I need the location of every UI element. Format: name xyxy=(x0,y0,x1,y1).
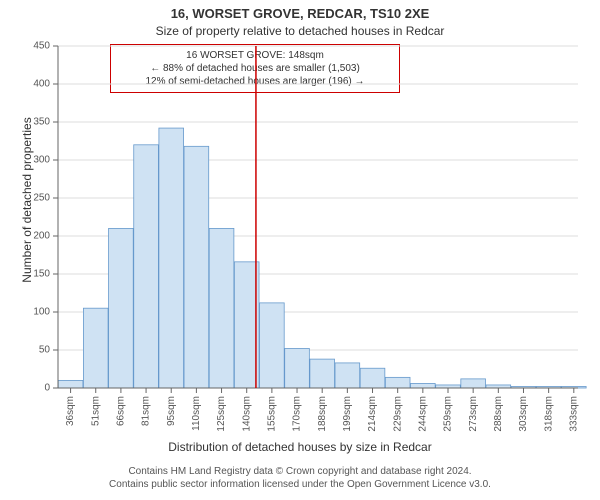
y-tick-label: 150 xyxy=(33,269,50,280)
histogram-bar xyxy=(285,348,310,388)
x-tick-label: 273sqm xyxy=(468,396,479,432)
y-tick-label: 450 xyxy=(33,41,50,52)
histogram-bar xyxy=(109,228,134,388)
x-tick-label: 36sqm xyxy=(65,396,76,426)
x-tick-label: 199sqm xyxy=(342,396,353,432)
x-tick-label: 110sqm xyxy=(191,396,202,431)
x-tick-label: 333sqm xyxy=(568,396,579,432)
y-tick-label: 350 xyxy=(33,117,50,128)
histogram-bar xyxy=(310,359,335,388)
x-tick-label: 244sqm xyxy=(417,396,428,432)
x-tick-label: 95sqm xyxy=(166,396,177,426)
x-tick-label: 188sqm xyxy=(317,396,328,432)
footer-line: Contains public sector information licen… xyxy=(0,479,600,492)
x-tick-label: 170sqm xyxy=(292,396,303,432)
x-tick-label: 125sqm xyxy=(216,396,227,432)
histogram-bar xyxy=(385,377,410,388)
y-tick-label: 50 xyxy=(39,345,51,356)
x-tick-label: 81sqm xyxy=(141,396,152,426)
x-tick-label: 259sqm xyxy=(443,396,454,432)
y-tick-label: 100 xyxy=(33,307,50,318)
histogram-chart: 0 50 100 150 200 250 300 350 400 450 36sqm 51sqm 66s… xyxy=(0,0,600,500)
footer-line: Contains HM Land Registry data © Crown c… xyxy=(0,466,600,479)
x-tick-label: 318sqm xyxy=(543,396,554,432)
histogram-bar xyxy=(58,380,83,388)
histogram-bar xyxy=(209,228,234,388)
y-tick-label: 0 xyxy=(44,383,50,394)
x-tick-label: 288sqm xyxy=(493,396,504,432)
histogram-bar xyxy=(83,308,108,388)
y-tick-label: 200 xyxy=(33,231,50,242)
y-tick-label: 300 xyxy=(33,155,50,166)
x-tick-label: 51sqm xyxy=(90,396,101,426)
histogram-bar xyxy=(335,363,360,388)
histogram-bar xyxy=(134,145,159,388)
histogram-bar xyxy=(360,368,385,388)
histogram-bar xyxy=(260,303,285,388)
x-tick-label: 214sqm xyxy=(367,396,378,432)
x-axis-caption: Distribution of detached houses by size … xyxy=(0,440,600,454)
histogram-bar xyxy=(184,146,209,388)
footer-attribution: Contains HM Land Registry data © Crown c… xyxy=(0,466,600,491)
x-tick-label: 303sqm xyxy=(518,396,529,432)
x-tick-label: 140sqm xyxy=(241,396,252,432)
histogram-bar xyxy=(411,383,436,388)
x-tick-label: 66sqm xyxy=(116,396,127,426)
y-tick-label: 400 xyxy=(33,79,50,90)
histogram-bar xyxy=(159,128,184,388)
y-tick-label: 250 xyxy=(33,193,50,204)
x-tick-label: 155sqm xyxy=(267,396,278,432)
histogram-bar xyxy=(461,379,486,388)
x-tick-label: 229sqm xyxy=(392,396,403,432)
